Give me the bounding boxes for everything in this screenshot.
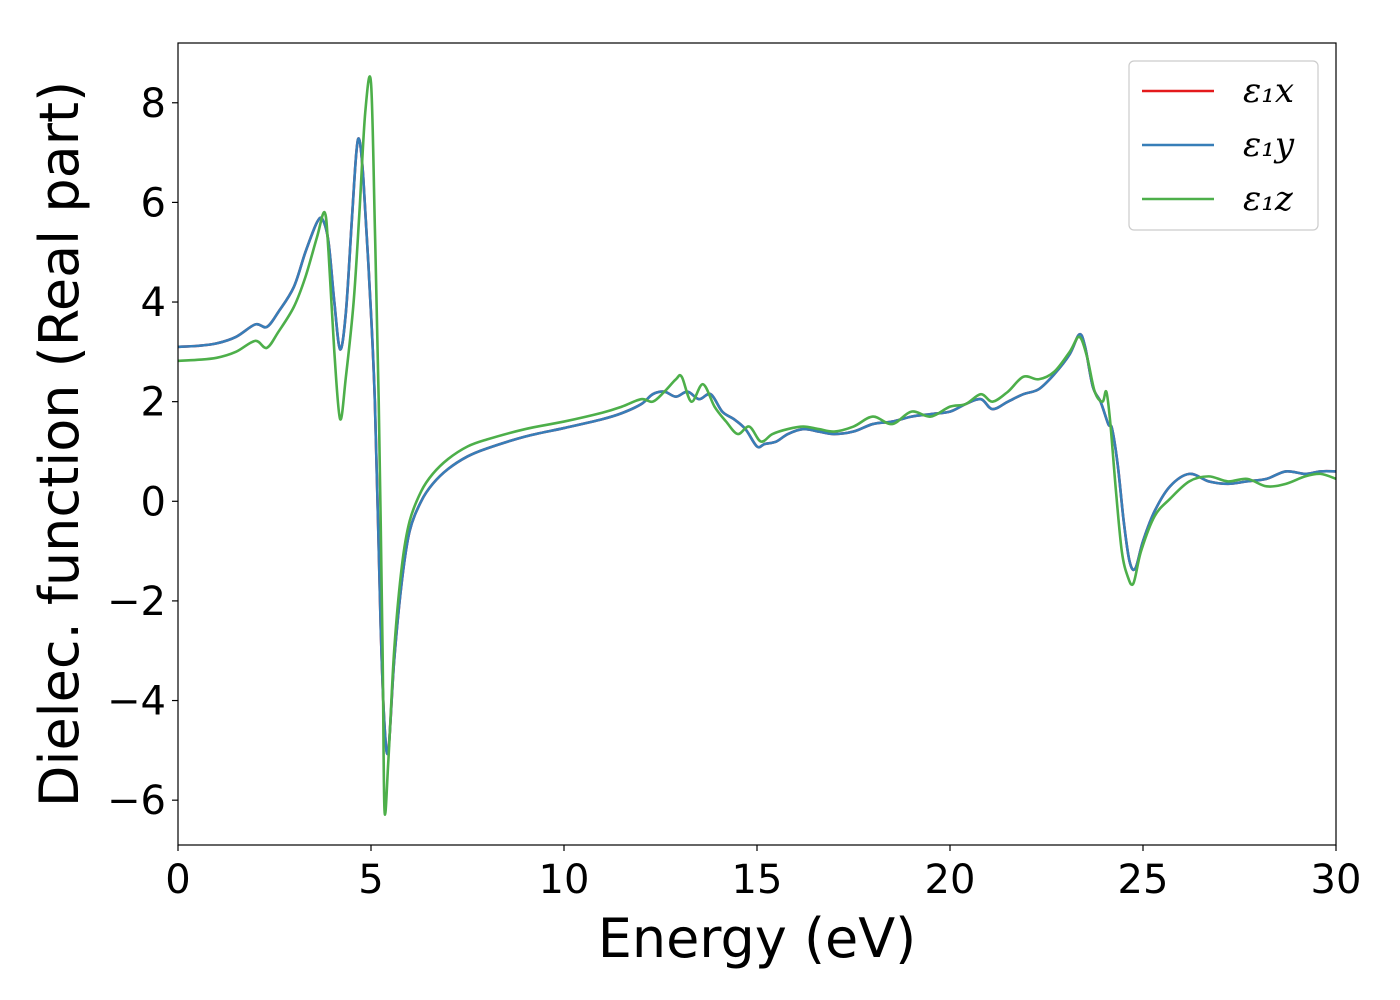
y-tick-label: 0 — [141, 479, 166, 525]
series-line-2 — [178, 137, 1336, 756]
y-tick-label: −2 — [107, 579, 166, 625]
y-tick-label: 2 — [141, 380, 166, 426]
y-tick-label: −6 — [107, 778, 166, 824]
x-tick-label: 20 — [925, 857, 976, 903]
y-tick-label: 8 — [141, 81, 166, 127]
y-tick-label: 4 — [141, 280, 166, 326]
y-axis-ticks: −6 −4 −2 0 2 4 6 8 — [107, 81, 178, 824]
y-tick-label: 6 — [141, 180, 166, 226]
legend-label-3: ε₁z — [1243, 179, 1294, 219]
x-tick-label: 30 — [1311, 857, 1362, 903]
x-axis-ticks: 0 5 10 15 20 25 30 — [165, 845, 1361, 903]
legend-box — [1128, 60, 1319, 231]
x-tick-label: 25 — [1118, 857, 1169, 903]
legend: ε₁x ε₁y ε₁z — [1128, 60, 1319, 231]
y-axis-title: Dielec. function (Real part) — [28, 81, 91, 807]
x-tick-label: 5 — [358, 857, 383, 903]
series-line-3 — [178, 75, 1336, 816]
x-tick-label: 15 — [732, 857, 783, 903]
x-tick-label: 10 — [539, 857, 590, 903]
series-layer — [178, 75, 1336, 816]
legend-label-1: ε₁x — [1243, 71, 1294, 111]
x-tick-label: 0 — [165, 857, 190, 903]
x-axis-title: Energy (eV) — [598, 907, 917, 970]
legend-label-2: ε₁y — [1243, 125, 1295, 165]
y-tick-label: −4 — [107, 679, 166, 725]
